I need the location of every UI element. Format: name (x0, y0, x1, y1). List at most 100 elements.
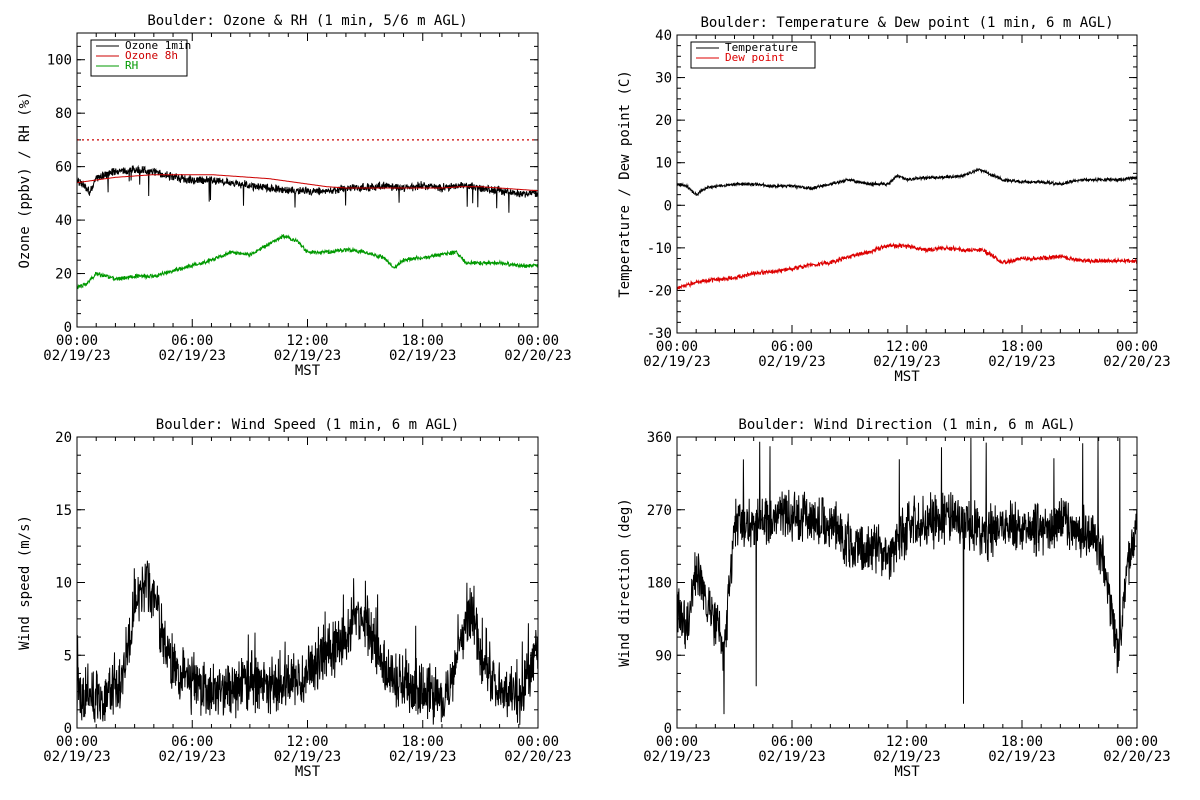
chart-panel-4: Boulder: Wind Direction (1 min, 6 m AGL)… (617, 417, 1171, 780)
y-tick-label: 0 (664, 198, 672, 214)
chart-title: Boulder: Temperature & Dew point (1 min,… (700, 15, 1113, 31)
x-tick-label-time: 12:00 (286, 333, 328, 349)
x-tick-label-time: 12:00 (886, 339, 928, 355)
x-tick-label-date: 02/20/23 (1103, 749, 1170, 765)
y-tick-label: 360 (647, 430, 672, 446)
x-tick-label-date: 02/19/23 (159, 348, 226, 364)
y-tick-label: 20 (55, 267, 72, 283)
x-tick-label-time: 00:00 (656, 339, 698, 355)
x-tick-label-time: 00:00 (1116, 734, 1158, 750)
series-line-data (77, 560, 538, 725)
y-tick-label: 40 (655, 28, 672, 44)
x-tick-label-time: 18:00 (402, 333, 444, 349)
x-tick-label-date: 02/19/23 (274, 348, 341, 364)
x-tick-label-date: 02/19/23 (988, 749, 1055, 765)
y-tick-label: 10 (55, 576, 72, 592)
legend-label: Temperature (725, 41, 798, 54)
y-tick-label: -20 (647, 283, 672, 299)
legend-box (690, 41, 816, 69)
x-tick-label-time: 18:00 (1001, 339, 1043, 355)
legend-label: Dew point (725, 51, 785, 64)
x-tick-label-time: 00:00 (656, 734, 698, 750)
x-tick-label-date: 02/19/23 (873, 749, 940, 765)
y-tick-label: 0 (664, 721, 672, 737)
x-tick-label-time: 00:00 (56, 734, 98, 750)
x-tick-label-date: 02/19/23 (643, 354, 710, 370)
plot-frame (76, 32, 539, 328)
y-axis-label: Wind direction (deg) (617, 498, 633, 667)
y-tick-label: 20 (55, 430, 72, 446)
plot-frame (676, 436, 1138, 729)
y-tick-label: -10 (647, 241, 672, 257)
x-tick-label-date: 02/19/23 (758, 749, 825, 765)
plot-area (677, 167, 1137, 292)
x-tick-label-time: 00:00 (56, 333, 98, 349)
x-tick-label-date: 02/19/23 (159, 749, 226, 765)
chart-title: Boulder: Wind Direction (1 min, 6 m AGL) (738, 417, 1075, 433)
x-axis-label: MST (894, 369, 920, 385)
y-tick-label: 60 (55, 160, 72, 176)
y-tick-label: -30 (647, 326, 672, 342)
x-axis-label: MST (894, 764, 920, 780)
x-tick-label-date: 02/20/23 (504, 749, 571, 765)
y-tick-label: 5 (64, 648, 72, 664)
x-tick-label-time: 00:00 (517, 333, 559, 349)
y-tick-label: 180 (647, 576, 672, 592)
y-tick-label: 15 (55, 503, 72, 519)
x-tick-label-time: 18:00 (402, 734, 444, 750)
series-line-ozone-8h (77, 174, 538, 192)
y-axis-label: Temperature / Dew point (C) (617, 70, 633, 298)
legend-label: Ozone 1min (125, 39, 191, 52)
chart-title: Boulder: Ozone & RH (1 min, 5/6 m AGL) (147, 13, 467, 29)
y-tick-label: 40 (55, 213, 72, 229)
y-tick-label: 100 (47, 53, 72, 69)
x-tick-label-date: 02/19/23 (389, 348, 456, 364)
y-axis-label: Ozone (ppbv) / RH (%) (17, 91, 33, 268)
x-axis-label: MST (295, 764, 321, 780)
plot-frame (676, 34, 1138, 334)
plot-frame (76, 436, 539, 729)
legend-label: RH (125, 59, 138, 72)
y-tick-label: 0 (64, 721, 72, 737)
chart-panel-2: Boulder: Temperature & Dew point (1 min,… (617, 15, 1171, 385)
x-tick-label-time: 00:00 (1116, 339, 1158, 355)
x-tick-label-time: 18:00 (1001, 734, 1043, 750)
y-tick-label: 20 (655, 113, 672, 129)
x-tick-label-time: 12:00 (886, 734, 928, 750)
series-line-rh (77, 233, 538, 290)
x-tick-label-date: 02/19/23 (988, 354, 1055, 370)
x-tick-label-date: 02/19/23 (274, 749, 341, 765)
x-tick-label-time: 06:00 (171, 734, 213, 750)
x-tick-label-date: 02/19/23 (43, 749, 110, 765)
series-line-temperature (677, 167, 1137, 197)
y-axis-label: Wind speed (m/s) (17, 515, 33, 650)
plot-area (77, 164, 538, 290)
series-line-data (677, 437, 1137, 715)
y-tick-label: 270 (647, 503, 672, 519)
y-tick-label: 90 (655, 648, 672, 664)
x-tick-label-time: 06:00 (771, 734, 813, 750)
x-tick-label-date: 02/19/23 (43, 348, 110, 364)
y-tick-label: 80 (55, 106, 72, 122)
y-tick-label: 0 (64, 320, 72, 336)
x-tick-label-date: 02/20/23 (504, 348, 571, 364)
x-tick-label-date: 02/19/23 (873, 354, 940, 370)
chart-panel-3: Boulder: Wind Speed (1 min, 6 m AGL) 0 5 10… (17, 417, 572, 780)
x-tick-label-date: 02/19/23 (643, 749, 710, 765)
x-tick-label-time: 12:00 (286, 734, 328, 750)
x-tick-label-time: 06:00 (771, 339, 813, 355)
x-tick-label-time: 06:00 (171, 333, 213, 349)
legend-label: Ozone 8h (125, 49, 178, 62)
chart-panel-1: Boulder: Ozone & RH (1 min, 5/6 m AGL)02… (17, 13, 572, 379)
x-tick-label-date: 02/19/23 (758, 354, 825, 370)
series-line-dew-point (677, 242, 1137, 292)
plot-area (677, 437, 1137, 715)
x-tick-label-date: 02/20/23 (1103, 354, 1170, 370)
series-line-ozone-1min (77, 164, 538, 213)
x-axis-label: MST (295, 363, 321, 379)
x-tick-label-time: 00:00 (517, 734, 559, 750)
x-tick-label-date: 02/19/23 (389, 749, 456, 765)
y-tick-label: 30 (655, 71, 672, 87)
plot-area (77, 560, 538, 725)
